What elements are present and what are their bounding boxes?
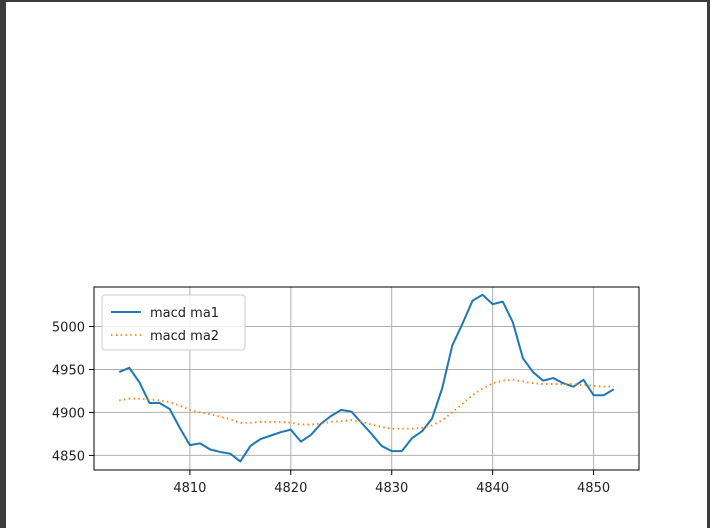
plot-frame (93, 286, 640, 471)
legend-label: macd ma1 (150, 306, 219, 321)
x-tick-label: 4840 (476, 481, 509, 496)
x-tick-label: 4850 (577, 481, 610, 496)
y-tick-label: 4950 (52, 363, 85, 378)
legend-label: macd ma2 (150, 329, 219, 344)
y-tick-label: 5000 (52, 321, 85, 336)
line-chart: 4810 4820 4830 4840 4850 4850 4900 4950 5000 macd… (52, 286, 640, 496)
x-tick-label: 4820 (274, 481, 307, 496)
x-tick-label: 4810 (173, 481, 206, 496)
y-tick-label: 4900 (52, 406, 85, 421)
legend-box (101, 294, 246, 351)
x-tick-label: 4830 (375, 481, 408, 496)
series-line-1 (118, 293, 615, 463)
y-tick-label: 4850 (52, 449, 85, 464)
